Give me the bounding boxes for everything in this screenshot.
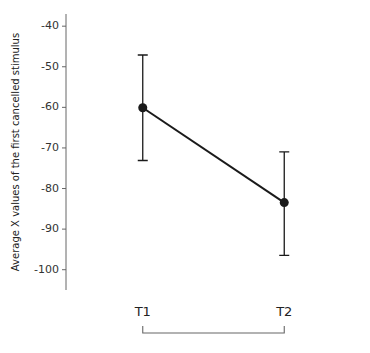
y-tick-label: -40	[41, 19, 59, 32]
y-axis-line	[66, 14, 67, 290]
y-tick	[62, 66, 66, 67]
error-bar	[279, 152, 289, 256]
y-tick	[62, 147, 66, 148]
chart-container: -40 -50 -60 -70 -80 -90 -100 Average X values o…	[0, 0, 370, 353]
y-tick	[62, 269, 66, 270]
bracket	[143, 326, 285, 333]
y-tick-label: -50	[41, 60, 59, 73]
y-tick-label: -60	[41, 100, 59, 113]
series-line	[143, 108, 285, 203]
y-tick	[62, 188, 66, 189]
y-tick-label: -100	[34, 263, 59, 276]
x-tick-label: T1	[134, 304, 151, 319]
y-tick	[62, 26, 66, 27]
y-tick-label: -90	[41, 222, 59, 235]
y-tick	[62, 107, 66, 108]
x-tick-label: T2	[275, 304, 292, 319]
y-tick-label: -70	[41, 141, 59, 154]
y-tick-label: -80	[41, 182, 59, 195]
y-tick	[62, 229, 66, 230]
error-bar	[138, 55, 148, 161]
marker	[138, 103, 147, 112]
plot-area	[138, 55, 290, 255]
chart-svg: -40 -50 -60 -70 -80 -90 -100 Average X values o…	[0, 0, 370, 353]
marker	[280, 198, 289, 207]
y-axis-label: Average X values of the first cancelled …	[10, 33, 21, 271]
